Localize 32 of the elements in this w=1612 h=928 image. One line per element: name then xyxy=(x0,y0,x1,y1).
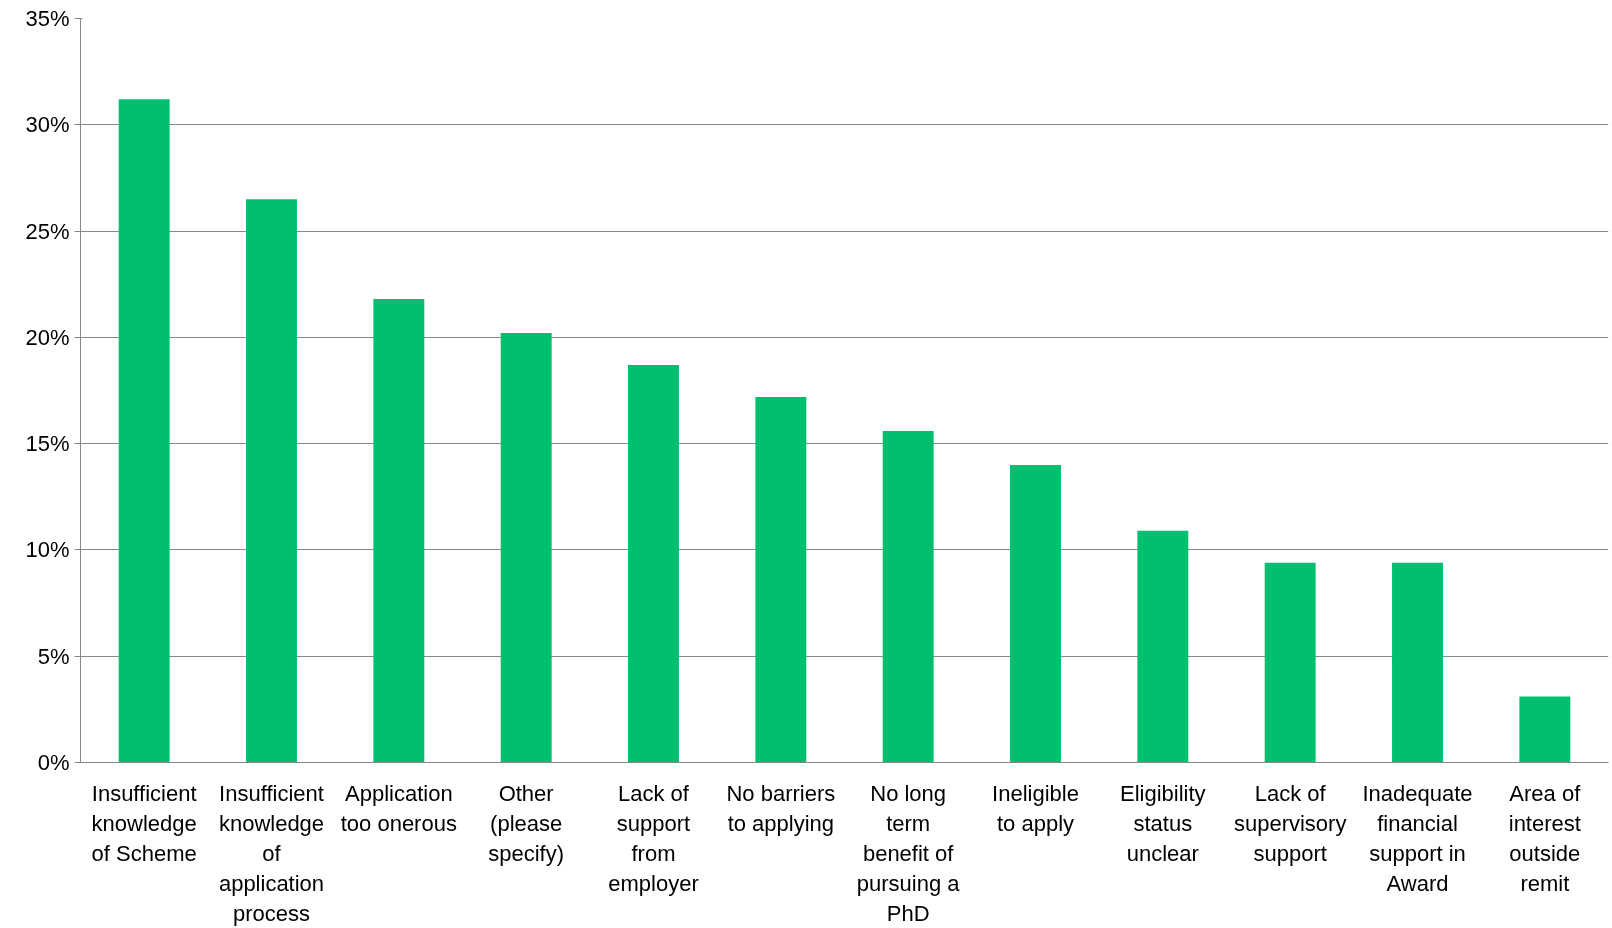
x-tick-label: Lack of support from employer xyxy=(608,780,699,896)
y-tick-label: 5% xyxy=(37,643,70,669)
bar xyxy=(1010,464,1061,763)
y-tick-label: 25% xyxy=(25,218,70,244)
y-tick-label: 35% xyxy=(25,6,70,31)
y-tick-label: 10% xyxy=(25,537,70,563)
bar xyxy=(1264,562,1316,763)
bar xyxy=(246,199,297,763)
x-tick-label: Inadequate financial support in Award xyxy=(1362,780,1473,896)
x-tick-label: Ineligible to apply xyxy=(992,780,1079,836)
bar xyxy=(755,396,807,763)
y-tick-label: 20% xyxy=(25,324,70,350)
bar xyxy=(882,430,934,763)
y-tick-label: 0% xyxy=(37,750,70,775)
y-tick-label: 30% xyxy=(25,112,70,138)
x-tick-label: Eligibility status unclear xyxy=(1120,780,1206,866)
bar xyxy=(1519,696,1571,763)
x-tick-label: No barriers to applying xyxy=(726,780,836,836)
x-tick-label: Insufficient knowledge of Scheme xyxy=(91,780,197,866)
x-tick-label: Lack of supervisory support xyxy=(1233,780,1347,866)
bar xyxy=(1137,530,1189,763)
bar xyxy=(628,364,679,763)
bar xyxy=(373,299,425,763)
x-tick-label: No long term benefit of pursuing a PhD xyxy=(856,780,961,926)
bar xyxy=(500,333,552,763)
bar xyxy=(1392,562,1443,763)
x-tick-label: Other (please specify) xyxy=(488,780,565,866)
y-tick-label: 15% xyxy=(25,431,70,457)
x-tick-label: Area of interest outside remit xyxy=(1508,780,1582,896)
x-tick-label: Application too onerous xyxy=(340,780,457,836)
x-tick-label: Insufficient knowledge of application process xyxy=(218,780,325,926)
bar xyxy=(118,99,170,763)
